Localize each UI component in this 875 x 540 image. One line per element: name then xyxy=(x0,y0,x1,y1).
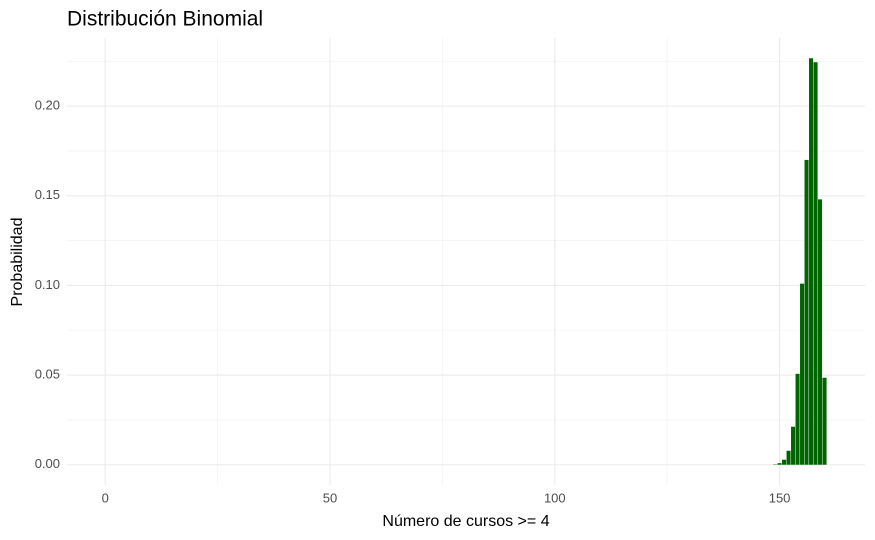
bar xyxy=(800,283,805,465)
x-tick-label: 50 xyxy=(323,490,337,505)
bar xyxy=(795,373,800,465)
x-tick-label: 150 xyxy=(769,490,791,505)
bar xyxy=(777,463,782,465)
y-axis-title: Probabilidad xyxy=(9,218,26,307)
x-tick-label: 0 xyxy=(102,490,109,505)
chart-title: Distribución Binomial xyxy=(67,8,263,31)
y-tick-label: 0.00 xyxy=(35,456,60,471)
bar xyxy=(813,62,818,465)
bar xyxy=(809,58,814,465)
x-tick-label: 100 xyxy=(544,490,566,505)
bar xyxy=(804,159,809,465)
y-tick-label: 0.05 xyxy=(35,367,60,382)
bar xyxy=(791,426,796,465)
y-tick-label: 0.15 xyxy=(35,187,60,202)
bar xyxy=(822,377,827,465)
y-tick-label: 0.20 xyxy=(35,98,60,113)
x-axis-title: Número de cursos >= 4 xyxy=(382,513,549,530)
bar xyxy=(782,459,787,465)
bar xyxy=(786,450,791,465)
y-tick-label: 0.10 xyxy=(35,277,60,292)
bar xyxy=(818,199,823,465)
